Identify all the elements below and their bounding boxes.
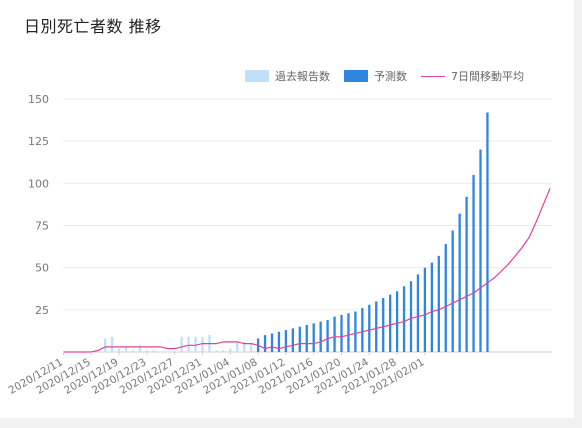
forecast-bar: [416, 274, 420, 352]
legend-swatch-forecast: [344, 70, 368, 82]
legend-label-forecast: 予測数: [374, 70, 407, 83]
forecast-bar: [430, 262, 433, 352]
y-tick-label: 100: [28, 177, 49, 190]
past-report-bar: [111, 336, 114, 352]
past-report-bar: [187, 336, 190, 352]
past-report-bar: [180, 336, 183, 352]
forecast-bar: [423, 267, 427, 352]
forecast-bar: [382, 298, 385, 352]
page-title: 日別死亡者数 推移: [24, 17, 162, 36]
y-tick-label: 50: [35, 262, 49, 275]
moving-average-line: [63, 188, 551, 353]
forecast-bar: [284, 330, 288, 352]
chart-card: 日別死亡者数 推移 過去報告数 予測数 7日間移動平均 25 50 75 100 125…: [0, 0, 574, 418]
y-tick-label: 25: [35, 304, 49, 317]
forecast-bar: [333, 316, 336, 352]
past-report-bar: [236, 341, 239, 352]
forecast-bar: [479, 149, 482, 352]
forecast-bar: [368, 304, 371, 352]
forecast-bar: [263, 335, 267, 352]
forecast-bar: [340, 314, 343, 352]
forecast-bar: [437, 255, 440, 352]
past-report-bar: [124, 346, 128, 352]
past-report-bar: [229, 348, 232, 352]
forecast-bar: [444, 244, 447, 352]
forecast-bar: [465, 196, 468, 352]
forecast-bar: [458, 213, 461, 352]
past-report-bar: [97, 350, 100, 352]
y-tick-label: 75: [35, 220, 49, 233]
forecast-bar: [409, 281, 413, 352]
forecast-bar: [312, 323, 315, 352]
past-report-bar: [131, 350, 135, 352]
forecast-bar: [326, 319, 329, 352]
past-report-bar: [104, 338, 107, 352]
chart-plot: 2550751001251502020/12/112020/12/152020/…: [7, 93, 552, 397]
forecast-bar: [319, 321, 322, 352]
forecast-bar: [375, 301, 378, 352]
past-report-bar: [145, 350, 149, 352]
past-report-bar: [194, 336, 197, 352]
forecast-bar: [395, 291, 399, 352]
past-report-bar: [138, 345, 142, 352]
legend-item-forecast[interactable]: 予測数: [344, 68, 407, 84]
forecast-bar: [472, 174, 475, 352]
forecast-bar: [486, 112, 489, 352]
y-tick-label: 125: [28, 135, 49, 148]
forecast-bar: [270, 333, 274, 352]
legend-swatch-moving-average: [421, 75, 445, 77]
past-report-bar: [152, 350, 155, 352]
legend-item-past[interactable]: 過去報告数: [245, 68, 330, 84]
forecast-bar: [291, 328, 294, 352]
forecast-bar: [402, 286, 406, 352]
legend-label-moving-average: 7日間移動平均: [451, 70, 524, 83]
past-report-bar: [250, 343, 253, 352]
legend-label-past: 過去報告数: [275, 70, 330, 83]
past-report-bar: [201, 336, 204, 352]
legend-item-moving-average[interactable]: 7日間移動平均: [421, 68, 524, 84]
forecast-bar: [361, 308, 364, 352]
y-tick-label: 150: [28, 93, 49, 106]
forecast-bar: [389, 294, 392, 352]
forecast-bar: [298, 326, 301, 352]
forecast-bar: [451, 230, 454, 352]
forecast-bar: [354, 311, 357, 352]
past-report-bar: [243, 341, 246, 352]
past-report-bar: [222, 350, 225, 352]
forecast-bar: [305, 325, 308, 352]
forecast-bar: [347, 313, 350, 352]
past-report-bar: [215, 350, 218, 352]
chart-legend: 過去報告数 予測数 7日間移動平均: [245, 68, 538, 84]
past-report-bar: [117, 348, 121, 352]
legend-swatch-past: [245, 70, 269, 82]
forecast-bar: [277, 331, 281, 352]
